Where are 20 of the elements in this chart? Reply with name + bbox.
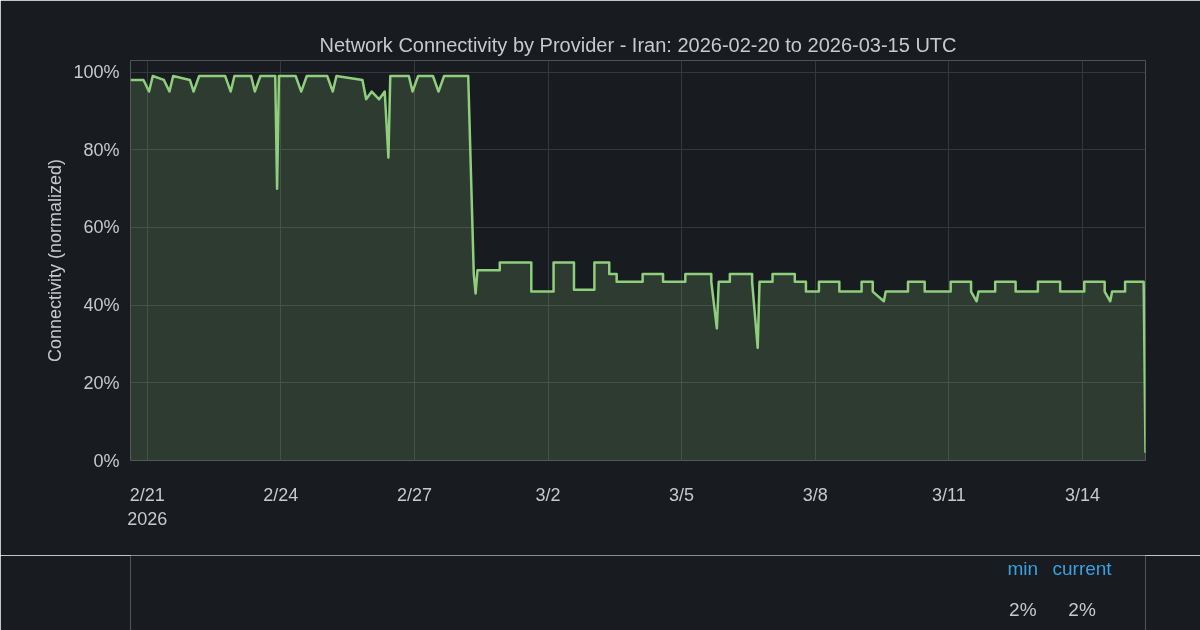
y-axis-title: Connectivity (normalized)	[45, 158, 66, 363]
x-tick-label: 3/14	[1064, 484, 1100, 505]
y-tick-label: 40%	[83, 295, 120, 316]
x-tick-label: 3/11	[931, 484, 966, 505]
y-tick-label: 60%	[83, 217, 120, 238]
chart-title: Network Connectivity by Provider - Iran: 2026-02-20 to 2026-03-15 UTC	[319, 33, 957, 56]
text: current	[1052, 558, 1113, 579]
y-tick-label: 80%	[83, 139, 120, 160]
text: 2%	[1068, 599, 1096, 620]
x-tick-label: 2/24	[263, 484, 299, 505]
x-tick-label: 3/2	[535, 484, 561, 505]
x-tick-label: 2/21 2026	[127, 484, 168, 529]
y-tick-label: 20%	[83, 372, 120, 393]
text: 2%	[1009, 599, 1037, 620]
y-tick-label: 0%	[93, 450, 120, 471]
x-tick-label: 2/27	[396, 484, 432, 505]
y-tick-label: 100%	[73, 62, 120, 83]
x-tick-label: 3/5	[669, 484, 695, 505]
text: min	[1007, 558, 1039, 579]
x-tick-label: 3/8	[802, 484, 828, 505]
